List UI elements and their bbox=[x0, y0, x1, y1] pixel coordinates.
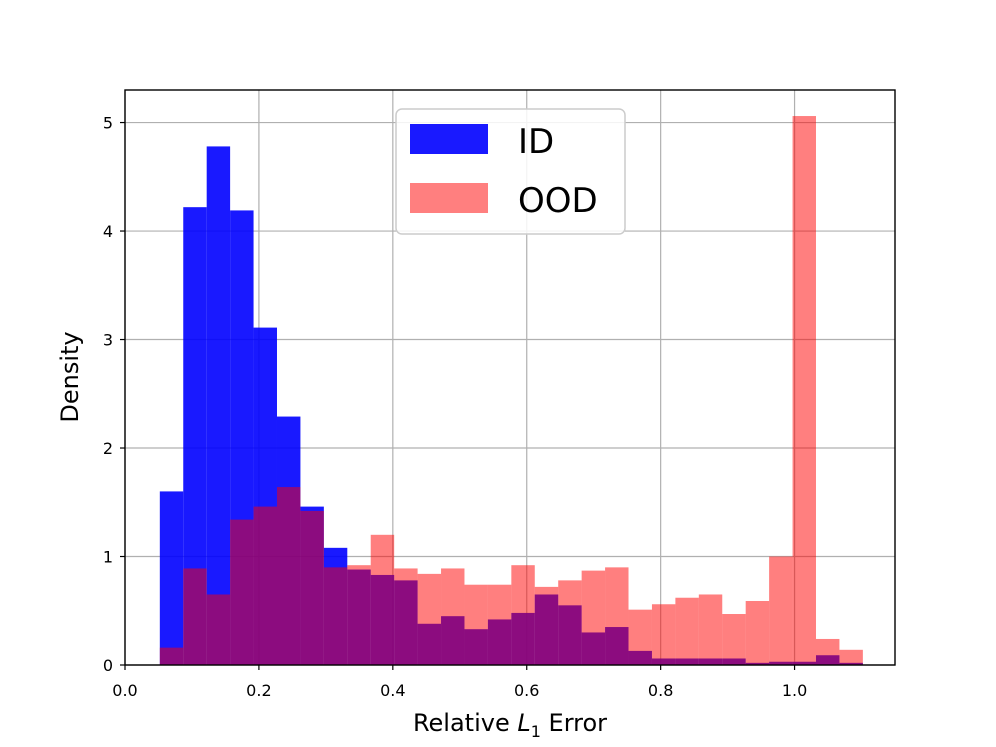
bar-ood bbox=[745, 600, 770, 665]
bar-ood bbox=[253, 506, 277, 665]
bar-ood bbox=[628, 609, 652, 665]
bar-id bbox=[183, 207, 207, 666]
y-tick-label: 0 bbox=[103, 656, 113, 675]
legend-swatch-ood bbox=[410, 183, 488, 213]
bar-ood bbox=[605, 567, 629, 665]
ticks: 0.0 0.2 0.4 0.6 0.8 1.0 0 1 2 3 4 5 bbox=[103, 114, 807, 700]
series-ood bbox=[159, 116, 863, 666]
bar-ood bbox=[276, 487, 301, 665]
bar-ood bbox=[183, 568, 207, 665]
bar-ood bbox=[300, 510, 324, 665]
bar-ood bbox=[394, 568, 418, 665]
bar-ood bbox=[698, 594, 723, 665]
bars bbox=[159, 116, 863, 666]
x-axis-label: Relative L1 Error bbox=[413, 709, 607, 741]
bar-id bbox=[206, 146, 231, 665]
bar-ood bbox=[651, 604, 676, 665]
bar-ood bbox=[511, 565, 535, 665]
bar-ood bbox=[815, 638, 840, 665]
axes-frame bbox=[124, 89, 896, 666]
y-tick-label: 4 bbox=[103, 222, 113, 241]
x-axis-label-suffix: Error bbox=[541, 709, 607, 737]
bar-ood bbox=[417, 573, 442, 665]
legend-swatch-id bbox=[410, 124, 488, 154]
bar-ood bbox=[487, 584, 512, 665]
bar-ood bbox=[159, 647, 184, 665]
x-axis-label-variable: L bbox=[517, 709, 530, 737]
legend-label-ood: OOD bbox=[518, 181, 598, 221]
bar-ood bbox=[230, 519, 254, 665]
x-axis-label-prefix: Relative bbox=[413, 709, 517, 737]
x-tick-label: 0.4 bbox=[380, 681, 405, 700]
legend: ID OOD bbox=[395, 108, 626, 235]
bar-ood bbox=[792, 116, 816, 666]
bar-ood bbox=[206, 594, 231, 665]
bar-ood bbox=[370, 534, 395, 665]
axes bbox=[124, 89, 896, 666]
y-tick-label: 5 bbox=[103, 114, 113, 133]
x-tick-label: 1.0 bbox=[782, 681, 807, 700]
bar-ood bbox=[675, 597, 699, 665]
bar-ood bbox=[769, 556, 793, 665]
bar-ood bbox=[441, 568, 465, 665]
x-tick-label: 0.6 bbox=[514, 681, 539, 700]
bar-id bbox=[159, 491, 184, 665]
x-tick-label: 0.8 bbox=[648, 681, 673, 700]
bar-ood bbox=[581, 570, 606, 665]
y-tick-label: 2 bbox=[103, 439, 113, 458]
bar-ood bbox=[464, 584, 488, 665]
y-tick-label: 3 bbox=[103, 331, 113, 350]
bar-ood bbox=[839, 649, 863, 665]
y-tick-label: 1 bbox=[103, 548, 113, 567]
legend-label-id: ID bbox=[518, 122, 554, 162]
bar-ood bbox=[558, 580, 582, 665]
bar-ood bbox=[347, 565, 371, 665]
y-axis-label: Density bbox=[56, 331, 84, 422]
bar-ood bbox=[722, 614, 746, 665]
bar-ood bbox=[534, 586, 559, 665]
x-tick-label: 0.0 bbox=[112, 681, 137, 700]
bar-ood bbox=[323, 567, 348, 665]
x-axis-label-subscript: 1 bbox=[531, 722, 541, 741]
x-tick-label: 0.2 bbox=[246, 681, 271, 700]
